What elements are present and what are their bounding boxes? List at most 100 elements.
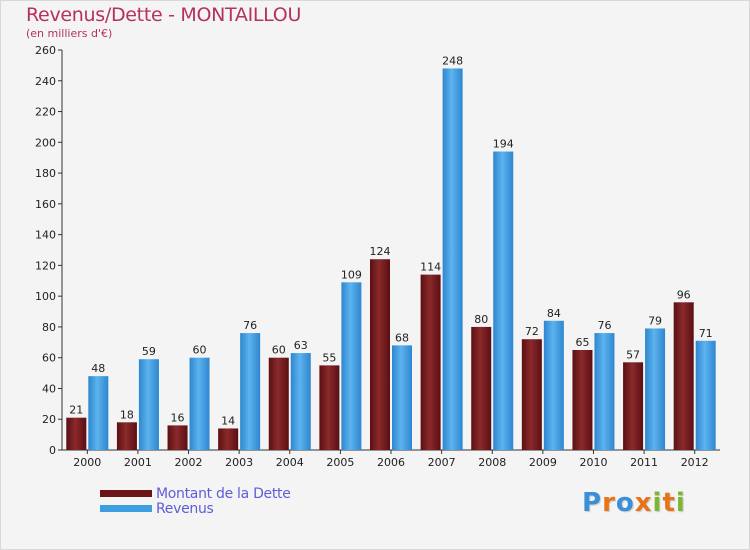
y-tick-label: 40 — [42, 382, 56, 395]
bar-revenus — [138, 359, 159, 450]
bar-dette — [420, 274, 441, 450]
bar-dette — [66, 417, 87, 450]
data-label-dette: 16 — [171, 411, 185, 424]
x-tick-label: 2008 — [478, 456, 506, 469]
chart-subtitle: (en milliers d'€) — [26, 27, 113, 40]
bar-revenus — [240, 333, 261, 450]
bar-dette — [218, 428, 239, 450]
x-tick-label: 2005 — [326, 456, 354, 469]
y-tick-label: 120 — [35, 259, 56, 272]
y-tick-label: 220 — [35, 106, 56, 119]
y-tick-label: 200 — [35, 136, 56, 149]
data-label-revenus: 48 — [91, 362, 105, 375]
data-label-dette: 57 — [626, 348, 640, 361]
y-tick-label: 240 — [35, 75, 56, 88]
bar-revenus — [392, 345, 412, 450]
bar-dette — [521, 339, 542, 450]
logo-letter: i — [675, 488, 686, 518]
bar-revenus — [189, 357, 210, 450]
x-tick-label: 2007 — [428, 456, 456, 469]
data-label-revenus: 79 — [648, 314, 662, 327]
logo-letter: x — [634, 488, 653, 518]
x-tick-label: 2004 — [276, 456, 304, 469]
y-tick-label: 20 — [42, 413, 56, 426]
proxiti-logo: Proxiti — [582, 488, 686, 518]
data-label-dette: 80 — [474, 313, 488, 326]
y-tick-label: 260 — [35, 44, 56, 57]
data-label-revenus: 68 — [395, 331, 409, 344]
data-label-dette: 14 — [221, 414, 235, 427]
y-tick-label: 0 — [49, 444, 56, 457]
data-label-revenus: 59 — [142, 345, 156, 358]
bar-revenus — [594, 333, 615, 450]
data-label-revenus: 63 — [294, 339, 308, 352]
chart-title: Revenus/Dette - MONTAILLOU — [26, 4, 302, 26]
data-label-dette: 18 — [120, 408, 134, 421]
data-label-revenus: 84 — [547, 307, 561, 320]
data-label-revenus: 71 — [699, 327, 713, 340]
bar-dette — [673, 302, 694, 450]
bar-dette — [471, 326, 492, 450]
x-tick-label: 2006 — [377, 456, 405, 469]
y-tick-label: 180 — [35, 167, 56, 180]
bar-revenus — [341, 282, 362, 450]
logo-letter: t — [662, 488, 676, 518]
data-label-revenus: 76 — [243, 319, 257, 332]
logo-letter: i — [652, 488, 663, 518]
bars — [66, 68, 716, 451]
data-label-dette: 21 — [69, 404, 83, 417]
bar-dette — [167, 425, 188, 450]
x-tick-label: 2001 — [124, 456, 152, 469]
x-tick-label: 2000 — [73, 456, 101, 469]
x-tick-label: 2003 — [225, 456, 253, 469]
data-label-revenus: 248 — [442, 54, 463, 67]
bar-revenus — [88, 376, 109, 450]
bar-dette — [572, 350, 593, 450]
bar-dette — [319, 365, 340, 450]
legend-item-revenus: Revenus — [100, 500, 291, 517]
data-label-dette: 114 — [420, 261, 441, 274]
legend-label-revenus: Revenus — [156, 500, 214, 517]
axes: 0 20 40 60 80 100 120 140 160 180 200 220 240 260 2000… — [35, 44, 720, 469]
data-label-revenus: 76 — [597, 319, 611, 332]
y-tick-label: 60 — [42, 352, 56, 365]
data-label-dette: 55 — [322, 351, 336, 364]
bar-revenus — [442, 68, 463, 450]
y-tick-label: 140 — [35, 229, 56, 242]
bar-dette — [623, 362, 644, 450]
bar-revenus — [290, 353, 311, 450]
bar-dette — [268, 357, 289, 450]
data-label-dette: 72 — [525, 325, 539, 338]
legend-item-dette: Montant de la Dette — [100, 485, 291, 502]
y-tick-label: 80 — [42, 321, 56, 334]
data-label-revenus: 60 — [193, 344, 207, 357]
legend-label-dette: Montant de la Dette — [156, 485, 291, 502]
data-label-dette: 96 — [677, 288, 691, 301]
bar-revenus — [493, 151, 514, 451]
bar-revenus — [645, 328, 666, 450]
bar-dette — [370, 259, 390, 450]
data-label-dette: 60 — [272, 344, 286, 357]
x-tick-label: 2009 — [529, 456, 557, 469]
data-label-dette: 124 — [370, 245, 391, 258]
y-tick-label: 160 — [35, 198, 56, 211]
data-label-revenus: 194 — [493, 138, 514, 151]
x-tick-label: 2002 — [175, 456, 203, 469]
data-label-dette: 65 — [575, 336, 589, 349]
bar-revenus — [695, 340, 716, 450]
bar-dette — [116, 422, 137, 450]
x-tick-label: 2012 — [681, 456, 709, 469]
legend-swatch-revenus — [100, 505, 152, 512]
logo-letter: P — [582, 488, 603, 518]
legend: Montant de la Dette Revenus — [100, 485, 291, 517]
x-tick-label: 2011 — [630, 456, 658, 469]
logo-letter: r — [602, 488, 616, 518]
bar-revenus — [543, 320, 564, 450]
x-tick-label: 2010 — [579, 456, 607, 469]
logo-letter: o — [615, 488, 635, 518]
legend-swatch-dette — [100, 490, 152, 497]
data-label-revenus: 109 — [341, 268, 362, 281]
data-labels: 21 48 18 59 16 60 14 76 60 63 55 109 124 68 114 248 80 19… — [69, 54, 712, 427]
y-tick-label: 100 — [35, 290, 56, 303]
